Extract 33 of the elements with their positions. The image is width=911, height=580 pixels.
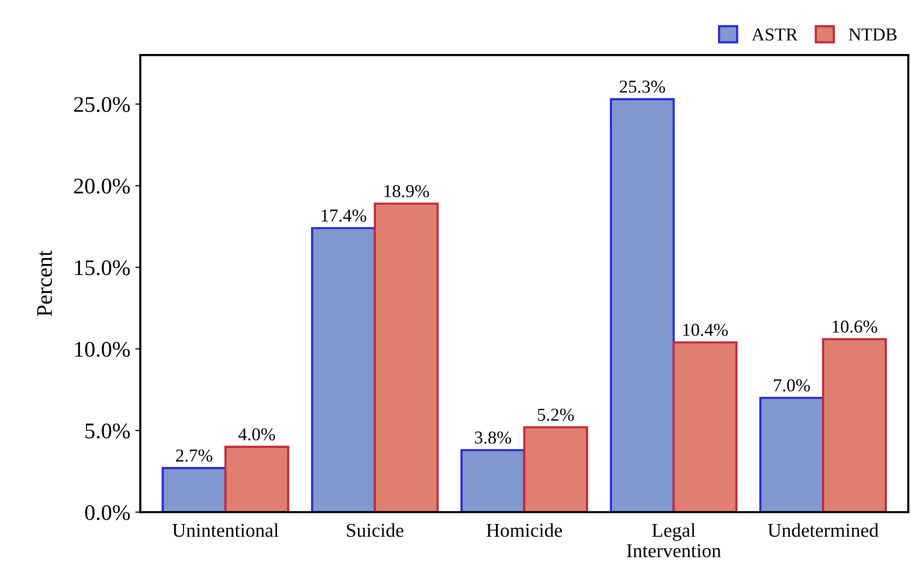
- bar: [523, 426, 588, 512]
- y-tick-label: 20.0%: [74, 178, 130, 194]
- y-tick-label: 10.0%: [75, 342, 130, 357]
- data-label: 10.4%: [683, 324, 728, 336]
- x-tick-label: Homicide: [486, 523, 562, 537]
- y-tick-label: 25.0%: [74, 97, 130, 112]
- data-label: 2.7%: [176, 449, 212, 462]
- bar: [374, 202, 439, 512]
- bar: [224, 446, 290, 512]
- x-tick-label: Unintentional: [172, 523, 279, 537]
- data-label: 7.0%: [774, 379, 810, 392]
- legend-label: ASTR: [752, 28, 798, 41]
- y-tick-label: 0.0%: [85, 505, 130, 520]
- y-axis-title: Percent: [37, 250, 52, 316]
- data-label: 10.6%: [832, 320, 878, 333]
- data-label: 3.8%: [474, 431, 512, 444]
- bar: [460, 449, 526, 512]
- bar: [311, 227, 376, 512]
- bar: [610, 98, 675, 512]
- data-label: 5.2%: [538, 408, 574, 421]
- legend-label: NTDB: [848, 28, 897, 40]
- x-tick-label: Undetermined: [768, 523, 878, 537]
- data-label: 25.3%: [620, 80, 666, 93]
- data-label: 18.9%: [384, 185, 429, 198]
- x-tick-label: Legal Intervention: [626, 523, 721, 558]
- y-tick-label: 15.0%: [75, 260, 130, 276]
- bar: [822, 338, 887, 512]
- data-label: 4.0%: [238, 428, 276, 440]
- x-tick-label: Suicide: [347, 523, 404, 537]
- data-label: 17.4%: [322, 209, 366, 222]
- bar: [759, 396, 824, 512]
- y-tick-label: 5.0%: [86, 423, 130, 439]
- bar: [672, 341, 738, 512]
